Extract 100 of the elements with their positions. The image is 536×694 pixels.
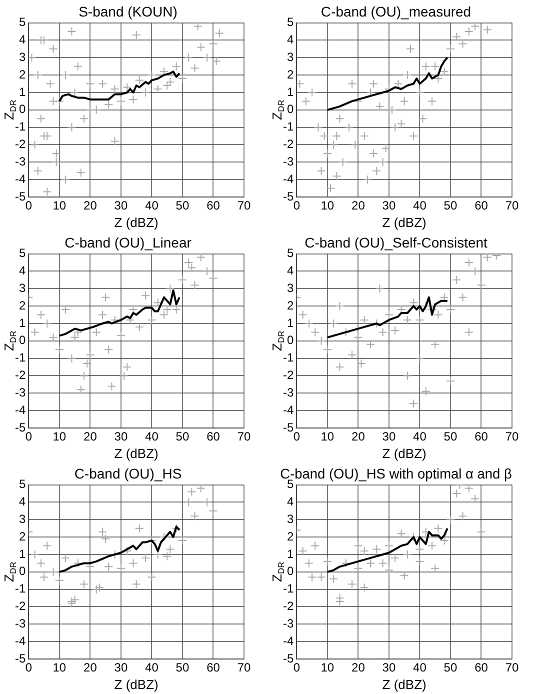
- x-tick-label: 70: [505, 430, 519, 444]
- x-tick-label: 40: [413, 198, 427, 213]
- x-tick-label: 10: [320, 198, 334, 213]
- y-tick-label: 3: [18, 512, 26, 526]
- y-tick-label: 4: [286, 264, 294, 278]
- y-tick-label: -3: [283, 385, 294, 400]
- y-tick-label: 2: [18, 529, 26, 544]
- y-axis-title: ZDR: [2, 330, 18, 351]
- x-tick-label: 70: [237, 660, 251, 675]
- y-tick-label: -5: [15, 189, 26, 204]
- y-tick-label: 4: [18, 494, 26, 509]
- x-tick-label: 30: [382, 198, 396, 213]
- y-tick-label: -4: [283, 172, 294, 186]
- y-tick-label: -1: [283, 582, 294, 596]
- y-axis-title: ZDR: [270, 562, 286, 582]
- y-axis-title: ZDR: [2, 100, 18, 120]
- x-tick-label: 60: [474, 660, 488, 675]
- x-axis-title: Z (dBZ): [114, 446, 158, 461]
- y-tick-label: 1: [286, 84, 294, 99]
- x-tick-label: 40: [145, 430, 159, 444]
- y-tick-label: -4: [283, 402, 294, 417]
- y-tick-label: 1: [286, 316, 294, 330]
- y-tick-label: 0: [18, 102, 26, 116]
- y-tick-label: -1: [283, 120, 294, 134]
- y-tick-label: 4: [18, 264, 26, 278]
- x-tick-label: 30: [382, 660, 396, 675]
- x-tick-label: 30: [382, 430, 396, 444]
- y-axis-title: ZDR: [270, 330, 286, 351]
- y-tick-label: 0: [286, 102, 294, 116]
- x-tick-label: 40: [145, 660, 159, 675]
- x-axis-title: Z (dBZ): [382, 214, 426, 230]
- x-tick-label: 60: [206, 198, 220, 213]
- x-tick-label: 50: [444, 198, 458, 213]
- x-tick-label: 30: [114, 430, 128, 444]
- x-tick-label: 50: [176, 430, 190, 444]
- x-tick-label: 20: [352, 198, 366, 213]
- y-tick-label: 5: [18, 15, 26, 30]
- y-axis-title: ZDR: [270, 100, 286, 120]
- chart-title: C-band (OU)_Linear: [64, 234, 192, 250]
- x-tick-label: 30: [114, 660, 128, 675]
- chart-title: C-band (OU)_HS: [74, 465, 182, 482]
- x-tick-label: 70: [237, 430, 251, 444]
- x-tick-label: 20: [84, 198, 98, 213]
- x-tick-label: 10: [52, 198, 66, 213]
- x-tick-label: 60: [474, 198, 488, 213]
- y-tick-label: 3: [18, 50, 26, 64]
- x-axis-title: Z (dBZ): [114, 676, 158, 692]
- y-tick-label: 5: [286, 15, 294, 30]
- y-tick-label: 0: [18, 564, 26, 578]
- y-tick-label: -1: [15, 350, 26, 365]
- x-tick-label: 30: [114, 198, 128, 213]
- x-tick-label: 60: [474, 430, 488, 444]
- y-tick-label: 3: [286, 512, 294, 526]
- x-tick-label: 70: [237, 198, 251, 213]
- y-tick-label: -2: [15, 137, 26, 152]
- y-tick-label: 5: [18, 246, 26, 260]
- y-tick-label: 3: [286, 280, 294, 295]
- x-tick-label: 50: [176, 660, 190, 675]
- y-tick-label: -4: [15, 634, 26, 648]
- x-tick-label: 70: [505, 198, 519, 213]
- y-tick-label: -2: [283, 599, 294, 614]
- y-tick-label: 0: [286, 564, 294, 578]
- x-tick-label: 20: [352, 430, 366, 444]
- y-tick-label: -4: [15, 402, 26, 417]
- chart-title: C-band (OU)_measured: [320, 3, 472, 20]
- x-tick-label: 40: [413, 430, 427, 444]
- y-tick-label: 1: [18, 546, 26, 561]
- y-tick-label: -3: [15, 154, 26, 168]
- y-tick-label: -1: [15, 582, 26, 596]
- x-tick-label: 50: [444, 660, 458, 675]
- x-tick-label: 70: [505, 660, 519, 675]
- y-tick-label: -5: [283, 420, 294, 434]
- y-tick-label: 1: [286, 546, 294, 561]
- x-axis-title: Z (dBZ): [382, 446, 426, 461]
- x-tick-label: 10: [320, 430, 334, 444]
- y-tick-label: 1: [18, 84, 26, 99]
- y-tick-label: 5: [18, 477, 26, 492]
- y-tick-label: 2: [286, 529, 294, 544]
- x-axis-title: Z (dBZ): [114, 214, 158, 230]
- y-tick-label: -1: [283, 350, 294, 365]
- y-tick-label: -5: [283, 189, 294, 204]
- y-tick-label: 1: [18, 316, 26, 330]
- x-tick-label: 60: [206, 660, 220, 675]
- chart-title: C-band (OU)_Self-Consistent: [304, 234, 488, 250]
- y-tick-label: 2: [286, 67, 294, 82]
- y-tick-label: -2: [283, 368, 294, 382]
- y-tick-label: 0: [286, 333, 294, 348]
- chart-title: S-band (KOUN): [78, 3, 178, 20]
- y-tick-label: -2: [283, 137, 294, 152]
- y-tick-label: -3: [283, 154, 294, 168]
- y-tick-label: -5: [15, 651, 26, 666]
- y-tick-label: -3: [15, 385, 26, 400]
- x-axis-title: Z (dBZ): [382, 676, 426, 692]
- y-tick-label: 2: [18, 67, 26, 82]
- x-tick-label: 50: [444, 430, 458, 444]
- x-tick-label: 20: [352, 660, 366, 675]
- y-tick-label: -2: [15, 368, 26, 382]
- y-tick-label: -5: [15, 420, 26, 434]
- y-tick-label: -4: [15, 172, 26, 186]
- y-tick-label: -3: [283, 616, 294, 630]
